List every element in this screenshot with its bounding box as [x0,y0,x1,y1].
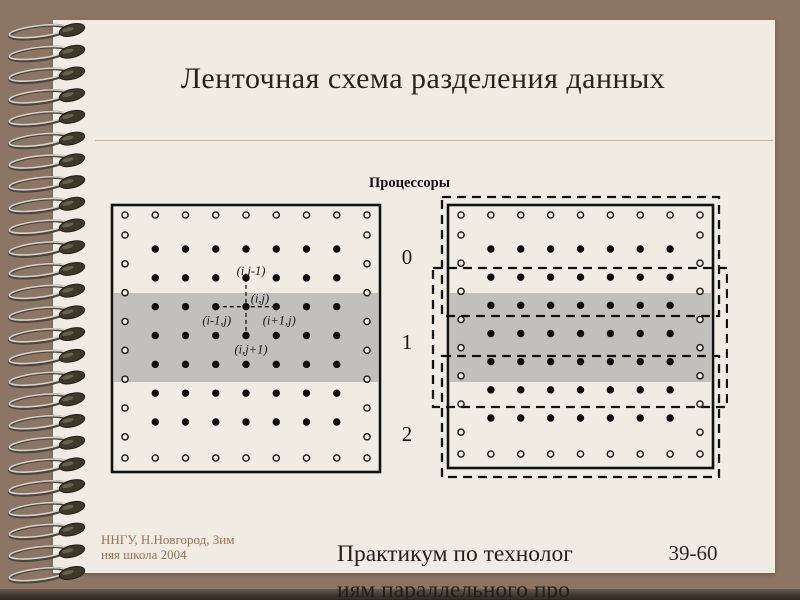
stencil-label-bottom: (i,j+1) [234,343,267,357]
spiral-bead [58,566,86,580]
stencil-label-top: (i,j-1) [237,264,266,278]
slide-canvas: Ленточная схема разделения данных Процес… [53,20,775,573]
footer-course-title: Практикум по технолог иям параллельного … [337,536,573,600]
footer-organization: ННГУ, Н.Новгород, Зим няя школа 2004 [101,532,235,563]
title-divider [95,140,773,141]
spiral-bead [58,66,86,81]
spiral-bead [58,544,86,559]
processor-index-2: 2 [401,422,413,446]
spiral-bead [58,218,86,233]
processors-heading: Процессоры [369,175,451,191]
spiral-bead [58,348,86,363]
footer-course-line1: Практикум по технолог [337,541,573,567]
spiral-bead [58,414,86,428]
processor-0-partition [440,195,721,318]
processor-index-1: 1 [401,330,413,354]
footer-course-line2: иям параллельного про [337,577,570,600]
spiral-bead [58,44,86,59]
footer-organization-line2: няя школа 2004 [101,547,187,563]
spiral-bead [58,479,86,494]
spiral-binding [7,23,86,584]
spiral-bead [58,240,86,255]
spiral-bead [58,392,86,407]
stencil-label-left: (i-1,j) [202,314,231,328]
stencil-label-center: (i,j) [251,292,269,306]
processor-index-0: 0 [401,245,413,269]
grid-border [110,203,382,474]
spiral-bead [58,88,86,103]
spiral-bead [58,305,86,320]
footer-organization-line1: ННГУ, Н.Новгород, Зим [101,532,235,547]
spiral-bead [58,261,86,276]
spiral-bead [58,522,86,537]
spiral-bead [58,23,86,37]
spiral-bead [58,327,86,342]
spiral-bead [58,370,86,385]
grid-border [446,203,715,470]
spiral-bead [58,153,86,168]
processor-2-partition [440,354,721,479]
spiral-bead [58,196,86,211]
stencil-label-right: (i+1,j) [263,314,296,328]
bottom-shadow-bar [0,589,800,600]
spiral-bead [58,131,86,146]
processor-1-partition [431,266,728,409]
banded-partition-diagram [431,195,728,479]
spiral-bead [58,457,86,472]
spiral-bead [58,283,86,298]
page-number: 39-60 [668,541,718,565]
local-grid-stencil-diagram: (i,j-1) (i,j) (i-1,j) (i+1,j) (i,j+1) [110,203,382,474]
slide-title: Ленточная схема разделения данных [180,62,666,95]
spiral-bead [58,435,86,450]
spiral-bead [58,109,86,124]
spiral-bead [58,500,86,515]
spiral-bead [58,175,86,189]
